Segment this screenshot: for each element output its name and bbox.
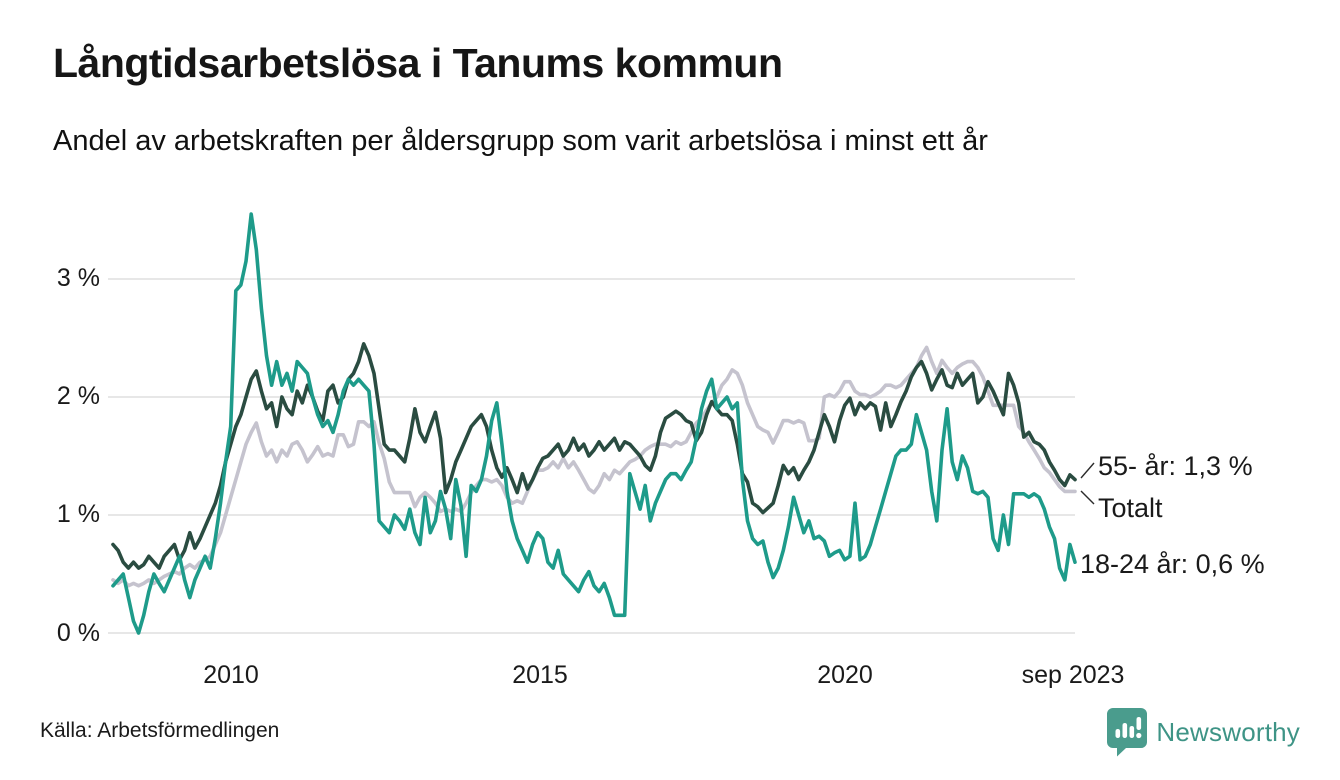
y-axis-tick-0pct: 0 % [56, 619, 100, 647]
x-axis-tick-2010: 2010 [203, 661, 259, 689]
x-axis-tick-2015: 2015 [512, 661, 568, 689]
end-label-55-years: 55- år: 1,3 % [1098, 451, 1253, 481]
x-axis-tick-sep-2023: sep 2023 [1021, 661, 1125, 689]
chart-title: Långtidsarbetslösa i Tanums kommun [53, 40, 783, 86]
series-line-18-24-år [111, 212, 1077, 635]
leader-line-total [1080, 490, 1095, 505]
newsworthy-logo[interactable]: Newsworthy [1106, 706, 1300, 758]
newsworthy-logo-text: Newsworthy [1156, 716, 1300, 747]
series-line-55--år [111, 342, 1077, 570]
y-axis-tick-2pct: 2 % [56, 382, 100, 410]
y-axis-tick-1pct: 1 % [56, 500, 100, 528]
x-axis-tick-2020: 2020 [817, 661, 873, 689]
y-axis-tick-3pct: 3 % [56, 264, 100, 292]
leader-line-55-years [1080, 462, 1095, 479]
newsworthy-bubble-chart-icon [1107, 708, 1148, 757]
source-attribution: Källa: Arbetsförmedlingen [40, 719, 280, 742]
end-label-18-24-years: 18-24 år: 0,6 % [1080, 549, 1265, 579]
end-label-total: Totalt [1098, 493, 1163, 523]
chart-subtitle: Andel av arbetskraften per åldersgrupp s… [53, 125, 988, 157]
